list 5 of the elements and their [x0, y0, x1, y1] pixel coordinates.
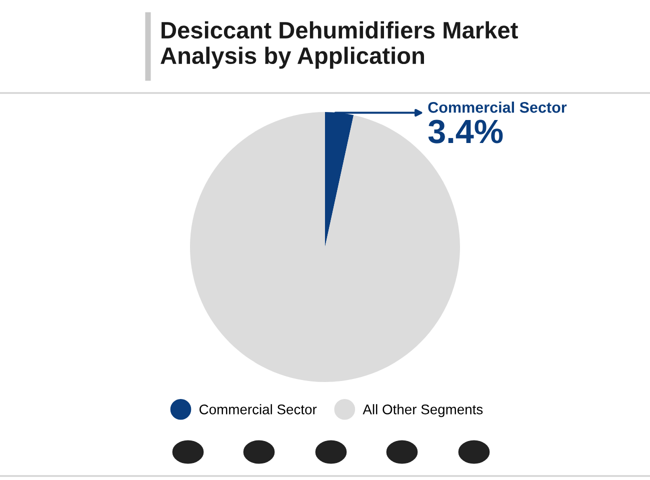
data-label: 3.4%: [428, 120, 503, 144]
legend-label: All Other Segments: [362, 404, 483, 418]
chart-title: Desiccant Dehumidifiers Market Analysis by Application: [160, 21, 518, 69]
category-label: Commercial Sector: [200, 404, 317, 414]
legend-label: Commercial Sector: [428, 102, 567, 113]
